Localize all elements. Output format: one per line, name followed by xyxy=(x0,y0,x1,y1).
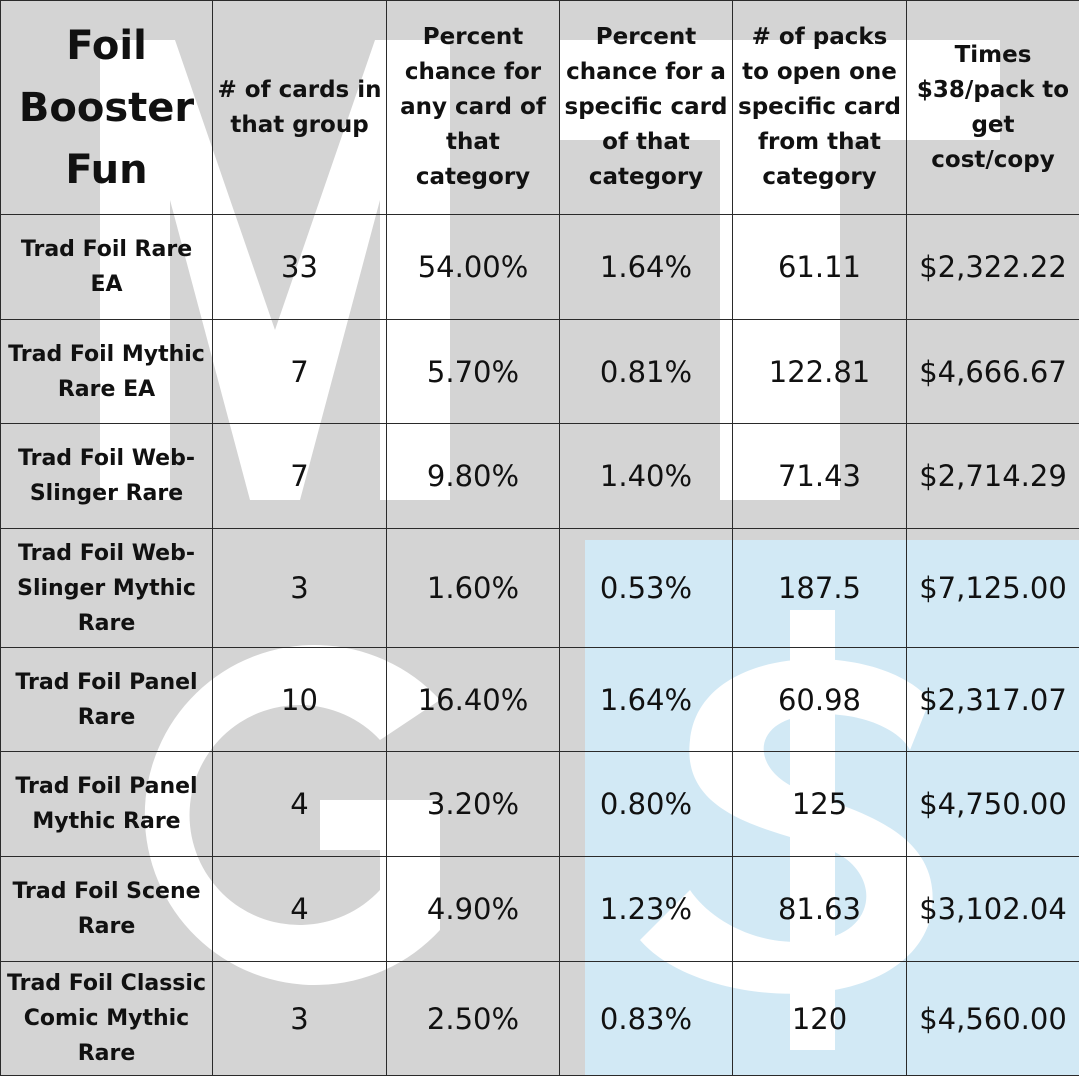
cards-count: 10 xyxy=(212,647,387,752)
packs-needed: 60.98 xyxy=(732,647,907,752)
any-card-percent: 3.20% xyxy=(386,751,560,857)
table-row: Trad Foil Panel Mythic Rare 4 3.20% 0.80… xyxy=(0,751,1079,857)
specific-card-percent: 0.80% xyxy=(559,751,733,857)
any-card-percent: 1.60% xyxy=(386,528,560,648)
any-card-percent: 54.00% xyxy=(386,214,560,320)
row-label: Trad Foil Classic Comic Mythic Rare xyxy=(0,961,213,1076)
cost-per-copy: $2,322.22 xyxy=(906,214,1079,320)
header-row: Foil Booster Fun # of cards in that grou… xyxy=(0,0,1079,215)
cost-per-copy: $4,666.67 xyxy=(906,319,1079,424)
table-row: Trad Foil Panel Rare 10 16.40% 1.64% 60.… xyxy=(0,647,1079,752)
any-card-percent: 16.40% xyxy=(386,647,560,752)
header-packs-to-open: # of packs to open one specific card fro… xyxy=(732,0,907,215)
table-row: Trad Foil Mythic Rare EA 7 5.70% 0.81% 1… xyxy=(0,319,1079,424)
specific-card-percent: 0.83% xyxy=(559,961,733,1076)
specific-card-percent: 1.64% xyxy=(559,214,733,320)
header-cards-in-group: # of cards in that group xyxy=(212,0,387,215)
specific-card-percent: 0.53% xyxy=(559,528,733,648)
any-card-percent: 2.50% xyxy=(386,961,560,1076)
cards-count: 4 xyxy=(212,856,387,962)
packs-needed: 120 xyxy=(732,961,907,1076)
cards-count: 7 xyxy=(212,423,387,529)
packs-needed: 187.5 xyxy=(732,528,907,648)
row-label: Trad Foil Rare EA xyxy=(0,214,213,320)
specific-card-percent: 0.81% xyxy=(559,319,733,424)
specific-card-percent: 1.64% xyxy=(559,647,733,752)
row-label: Trad Foil Mythic Rare EA xyxy=(0,319,213,424)
cost-per-copy: $2,714.29 xyxy=(906,423,1079,529)
packs-needed: 125 xyxy=(732,751,907,857)
cost-per-copy: $3,102.04 xyxy=(906,856,1079,962)
table-row: Trad Foil Web-Slinger Rare 7 9.80% 1.40%… xyxy=(0,423,1079,529)
row-label: Trad Foil Scene Rare xyxy=(0,856,213,962)
cost-per-copy: $2,317.07 xyxy=(906,647,1079,752)
packs-needed: 71.43 xyxy=(732,423,907,529)
cost-per-copy: $7,125.00 xyxy=(906,528,1079,648)
cards-count: 33 xyxy=(212,214,387,320)
row-label: Trad Foil Web-Slinger Rare xyxy=(0,423,213,529)
any-card-percent: 9.80% xyxy=(386,423,560,529)
packs-needed: 81.63 xyxy=(732,856,907,962)
table-row: Trad Foil Rare EA 33 54.00% 1.64% 61.11 … xyxy=(0,214,1079,320)
cards-count: 3 xyxy=(212,528,387,648)
cost-per-copy: $4,750.00 xyxy=(906,751,1079,857)
cards-count: 3 xyxy=(212,961,387,1076)
cards-count: 4 xyxy=(212,751,387,857)
table-row: Trad Foil Classic Comic Mythic Rare 3 2.… xyxy=(0,961,1079,1076)
cost-per-copy: $4,560.00 xyxy=(906,961,1079,1076)
specific-card-percent: 1.23% xyxy=(559,856,733,962)
any-card-percent: 4.90% xyxy=(386,856,560,962)
table-row: Trad Foil Scene Rare 4 4.90% 1.23% 81.63… xyxy=(0,856,1079,962)
packs-needed: 122.81 xyxy=(732,319,907,424)
packs-needed: 61.11 xyxy=(732,214,907,320)
specific-card-percent: 1.40% xyxy=(559,423,733,529)
header-any-card-chance: Percent chance for any card of that cate… xyxy=(386,0,560,215)
row-label: Trad Foil Web-Slinger Mythic Rare xyxy=(0,528,213,648)
any-card-percent: 5.70% xyxy=(386,319,560,424)
header-cost-per-copy: Times $38/pack to get cost/copy xyxy=(906,0,1079,215)
header-specific-card-chance: Percent chance for a specific card of th… xyxy=(559,0,733,215)
row-label: Trad Foil Panel Rare xyxy=(0,647,213,752)
cards-count: 7 xyxy=(212,319,387,424)
table-title: Foil Booster Fun xyxy=(0,0,213,215)
row-label: Trad Foil Panel Mythic Rare xyxy=(0,751,213,857)
table-row: Trad Foil Web-Slinger Mythic Rare 3 1.60… xyxy=(0,528,1079,648)
